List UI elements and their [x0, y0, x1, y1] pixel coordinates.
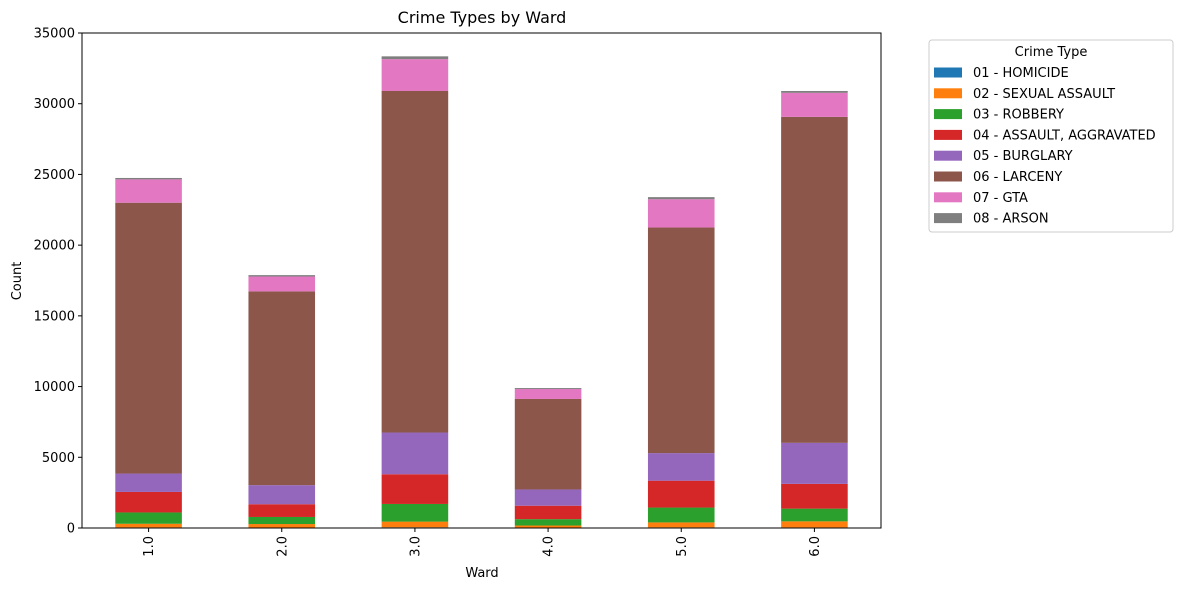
bar-segment-3.0-5 [382, 433, 449, 475]
y-axis-label: Count [10, 262, 25, 301]
bar-segment-4.0-7 [515, 389, 582, 399]
legend-title: Crime Type [1015, 45, 1088, 60]
y-tick-label: 0 [67, 522, 75, 537]
bar-segment-3.0-4 [382, 474, 449, 504]
bar-segment-6.0-4 [781, 484, 848, 509]
x-tick-label: 4.0 [542, 536, 557, 557]
y-axis: 0 5000 10000 15000 20000 25000 30000 35000 [34, 27, 82, 537]
y-tick-label: 5000 [42, 451, 75, 466]
legend-label: 07 - GTA [973, 191, 1028, 206]
bar-segment-2.0-7 [248, 277, 315, 292]
bar-segment-1.0-2 [115, 524, 182, 528]
legend-label: 06 - LARCENY [973, 170, 1062, 185]
bar-segment-5.0-2 [648, 522, 715, 527]
legend-swatch [934, 68, 962, 78]
y-tick-label: 30000 [34, 97, 75, 112]
bar-segment-5.0-8 [648, 197, 715, 199]
bar-segment-1.0-4 [115, 492, 182, 513]
legend-swatch [934, 130, 962, 140]
legend-swatch [934, 109, 962, 119]
bar-segment-6.0-3 [781, 509, 848, 522]
bar-segment-5.0-7 [648, 199, 715, 227]
bars-layer [115, 56, 847, 528]
y-tick-label: 20000 [34, 239, 75, 254]
bar-segment-2.0-6 [248, 291, 315, 485]
bar-segment-1.0-5 [115, 474, 182, 492]
bar-segment-2.0-8 [248, 275, 315, 276]
legend-label: 02 - SEXUAL ASSAULT [973, 87, 1115, 102]
bar-segment-4.0-5 [515, 489, 582, 505]
bar-segment-5.0-3 [648, 508, 715, 523]
bar-segment-4.0-4 [515, 506, 582, 519]
bar-segment-1.0-8 [115, 178, 182, 179]
y-tick-label: 15000 [34, 309, 75, 324]
legend-label: 03 - ROBBERY [973, 108, 1064, 123]
bar-segment-6.0-7 [781, 93, 848, 117]
x-axis-label: Ward [465, 566, 498, 581]
bar-segment-6.0-5 [781, 443, 848, 484]
bar-segment-3.0-6 [382, 91, 449, 433]
plot-frame [82, 33, 881, 528]
legend-swatch [934, 172, 962, 182]
chart-title: Crime Types by Ward [398, 8, 567, 27]
x-tick-label: 6.0 [808, 536, 823, 557]
y-tick-label: 25000 [34, 168, 75, 183]
x-tick-label: 5.0 [675, 536, 690, 557]
legend-label: 08 - ARSON [973, 212, 1049, 227]
bar-segment-4.0-2 [515, 526, 582, 528]
x-tick-label: 3.0 [408, 536, 423, 557]
bar-segment-6.0-2 [781, 521, 848, 527]
y-tick-label: 35000 [34, 27, 75, 42]
bar-segment-4.0-6 [515, 399, 582, 490]
x-tick-label: 2.0 [275, 536, 290, 557]
legend-swatch [934, 151, 962, 161]
legend-swatch [934, 213, 962, 223]
x-axis: 1.0 2.0 3.0 4.0 5.0 6.0 [142, 528, 823, 557]
bar-segment-1.0-3 [115, 512, 182, 523]
bar-segment-2.0-5 [248, 485, 315, 504]
bar-segment-6.0-6 [781, 117, 848, 443]
bar-segment-1.0-7 [115, 179, 182, 202]
bar-segment-4.0-3 [515, 519, 582, 525]
legend-label: 04 - ASSAULT, AGGRAVATED [973, 128, 1156, 143]
x-tick-label: 1.0 [142, 536, 157, 557]
bar-segment-3.0-8 [382, 56, 449, 59]
bar-segment-5.0-4 [648, 481, 715, 508]
y-tick-label: 10000 [34, 380, 75, 395]
bar-segment-3.0-7 [382, 59, 449, 91]
bar-segment-3.0-3 [382, 504, 449, 522]
bar-segment-6.0-8 [781, 91, 848, 93]
bar-segment-3.0-2 [382, 522, 449, 528]
bar-segment-2.0-2 [248, 524, 315, 528]
bar-segment-2.0-4 [248, 504, 315, 517]
legend-label: 05 - BURGLARY [973, 149, 1073, 164]
legend-swatch [934, 192, 962, 202]
bar-segment-5.0-6 [648, 228, 715, 454]
bar-segment-4.0-8 [515, 388, 582, 389]
legend-label: 01 - HOMICIDE [973, 66, 1069, 81]
legend: Crime Type 01 - HOMICIDE 02 - SEXUAL ASSA… [929, 40, 1173, 232]
bar-segment-5.0-5 [648, 453, 715, 481]
bar-segment-2.0-3 [248, 517, 315, 524]
bar-segment-1.0-6 [115, 203, 182, 474]
legend-swatch [934, 88, 962, 98]
